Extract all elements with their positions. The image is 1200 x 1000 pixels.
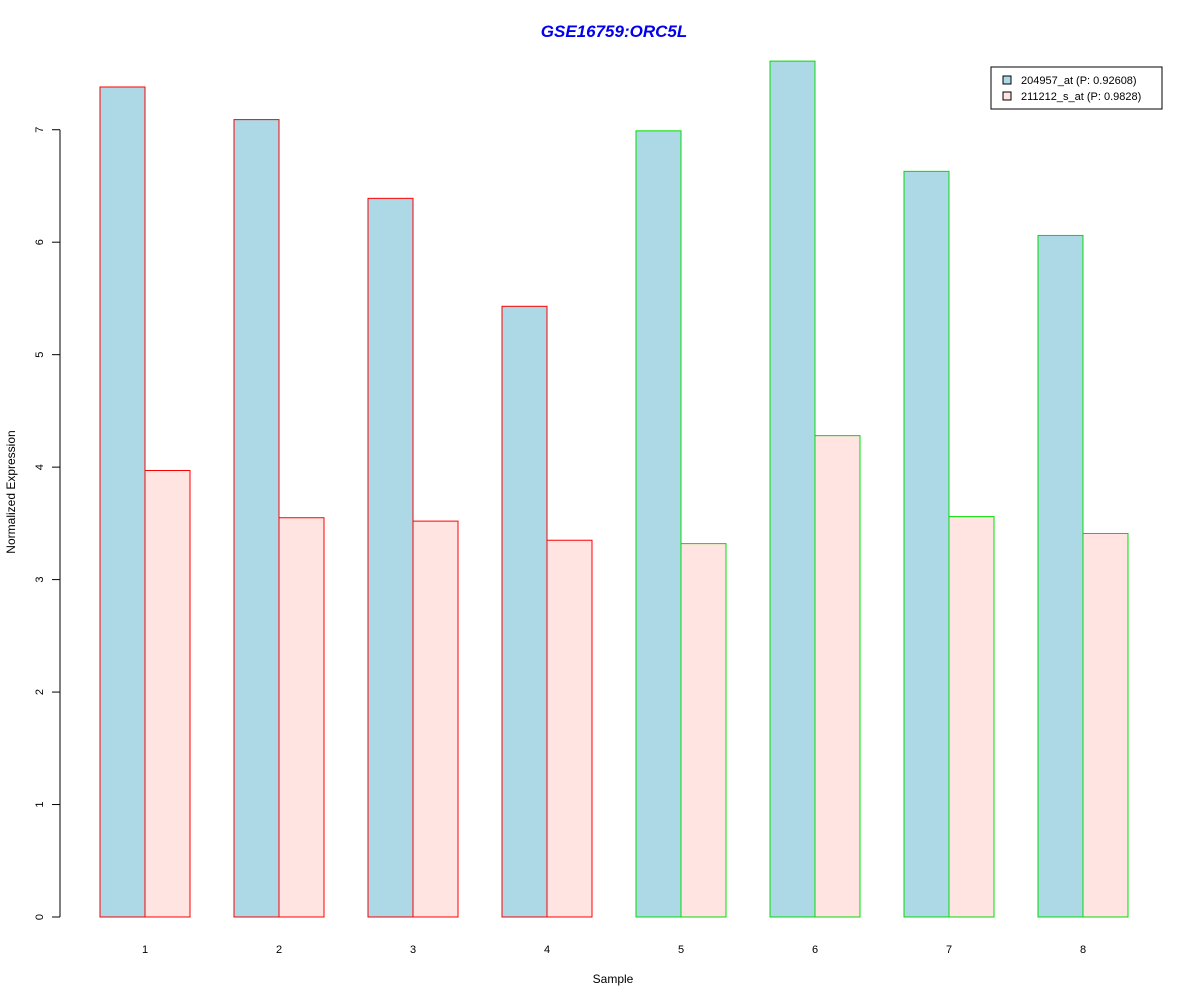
legend-swatch-204957-at xyxy=(1002,75,1012,85)
bar-sample-8-series-2 xyxy=(1082,532,1129,918)
bar-sample-7-series-1 xyxy=(903,170,950,918)
x-tick-label-4: 4 xyxy=(544,944,550,956)
x-axis-label: Sample xyxy=(593,972,634,986)
y-tick-label-7: 7 xyxy=(34,127,46,133)
x-tick-label-6: 6 xyxy=(812,944,818,956)
y-axis: 0 1 2 3 4 5 6 7 xyxy=(34,127,61,920)
x-tick-label-1: 1 xyxy=(142,944,148,956)
bar-sample-6-series-1 xyxy=(769,60,816,918)
y-axis-label: Normalized Expression xyxy=(4,430,18,553)
y-tick-label-3: 3 xyxy=(34,577,46,583)
legend-box xyxy=(990,66,1163,110)
legend: 204957_at (P: 0.92608) 211212_s_at (P: 0… xyxy=(990,66,1163,110)
y-tick-label-2: 2 xyxy=(34,689,46,695)
bar-sample-8-series-1 xyxy=(1037,234,1084,918)
y-tick-label-1: 1 xyxy=(34,801,46,807)
bar-sample-6-series-2 xyxy=(814,435,861,918)
bar-sample-1-series-1 xyxy=(99,86,146,918)
bar-sample-5-series-2 xyxy=(680,543,727,918)
bar-sample-2-series-2 xyxy=(278,517,325,918)
x-tick-label-5: 5 xyxy=(678,944,684,956)
bar-sample-7-series-2 xyxy=(948,516,995,918)
y-tick-label-6: 6 xyxy=(34,239,46,245)
y-tick-label-4: 4 xyxy=(34,464,46,470)
bar-sample-1-series-2 xyxy=(144,470,191,918)
bars-layer xyxy=(99,60,1129,918)
legend-label-204957-at: 204957_at (P: 0.92608) xyxy=(1021,75,1137,87)
bar-sample-3-series-2 xyxy=(412,520,459,918)
x-tick-labels: 1 2 3 4 5 6 7 8 xyxy=(142,944,1086,956)
bar-sample-5-series-1 xyxy=(635,130,682,918)
chart-title: GSE16759:ORC5L xyxy=(541,22,687,41)
bar-sample-4-series-2 xyxy=(546,539,593,918)
bar-sample-4-series-1 xyxy=(501,305,548,918)
x-tick-label-7: 7 xyxy=(946,944,952,956)
bar-sample-3-series-1 xyxy=(367,197,414,918)
x-tick-label-3: 3 xyxy=(410,944,416,956)
x-tick-label-8: 8 xyxy=(1080,944,1086,956)
x-tick-label-2: 2 xyxy=(276,944,282,956)
legend-swatch-211212-s-at xyxy=(1002,91,1012,101)
y-tick-label-0: 0 xyxy=(34,914,46,920)
legend-label-211212-s-at: 211212_s_at (P: 0.9828) xyxy=(1021,91,1141,103)
bar-sample-2-series-1 xyxy=(233,119,280,918)
y-tick-label-5: 5 xyxy=(34,352,46,358)
